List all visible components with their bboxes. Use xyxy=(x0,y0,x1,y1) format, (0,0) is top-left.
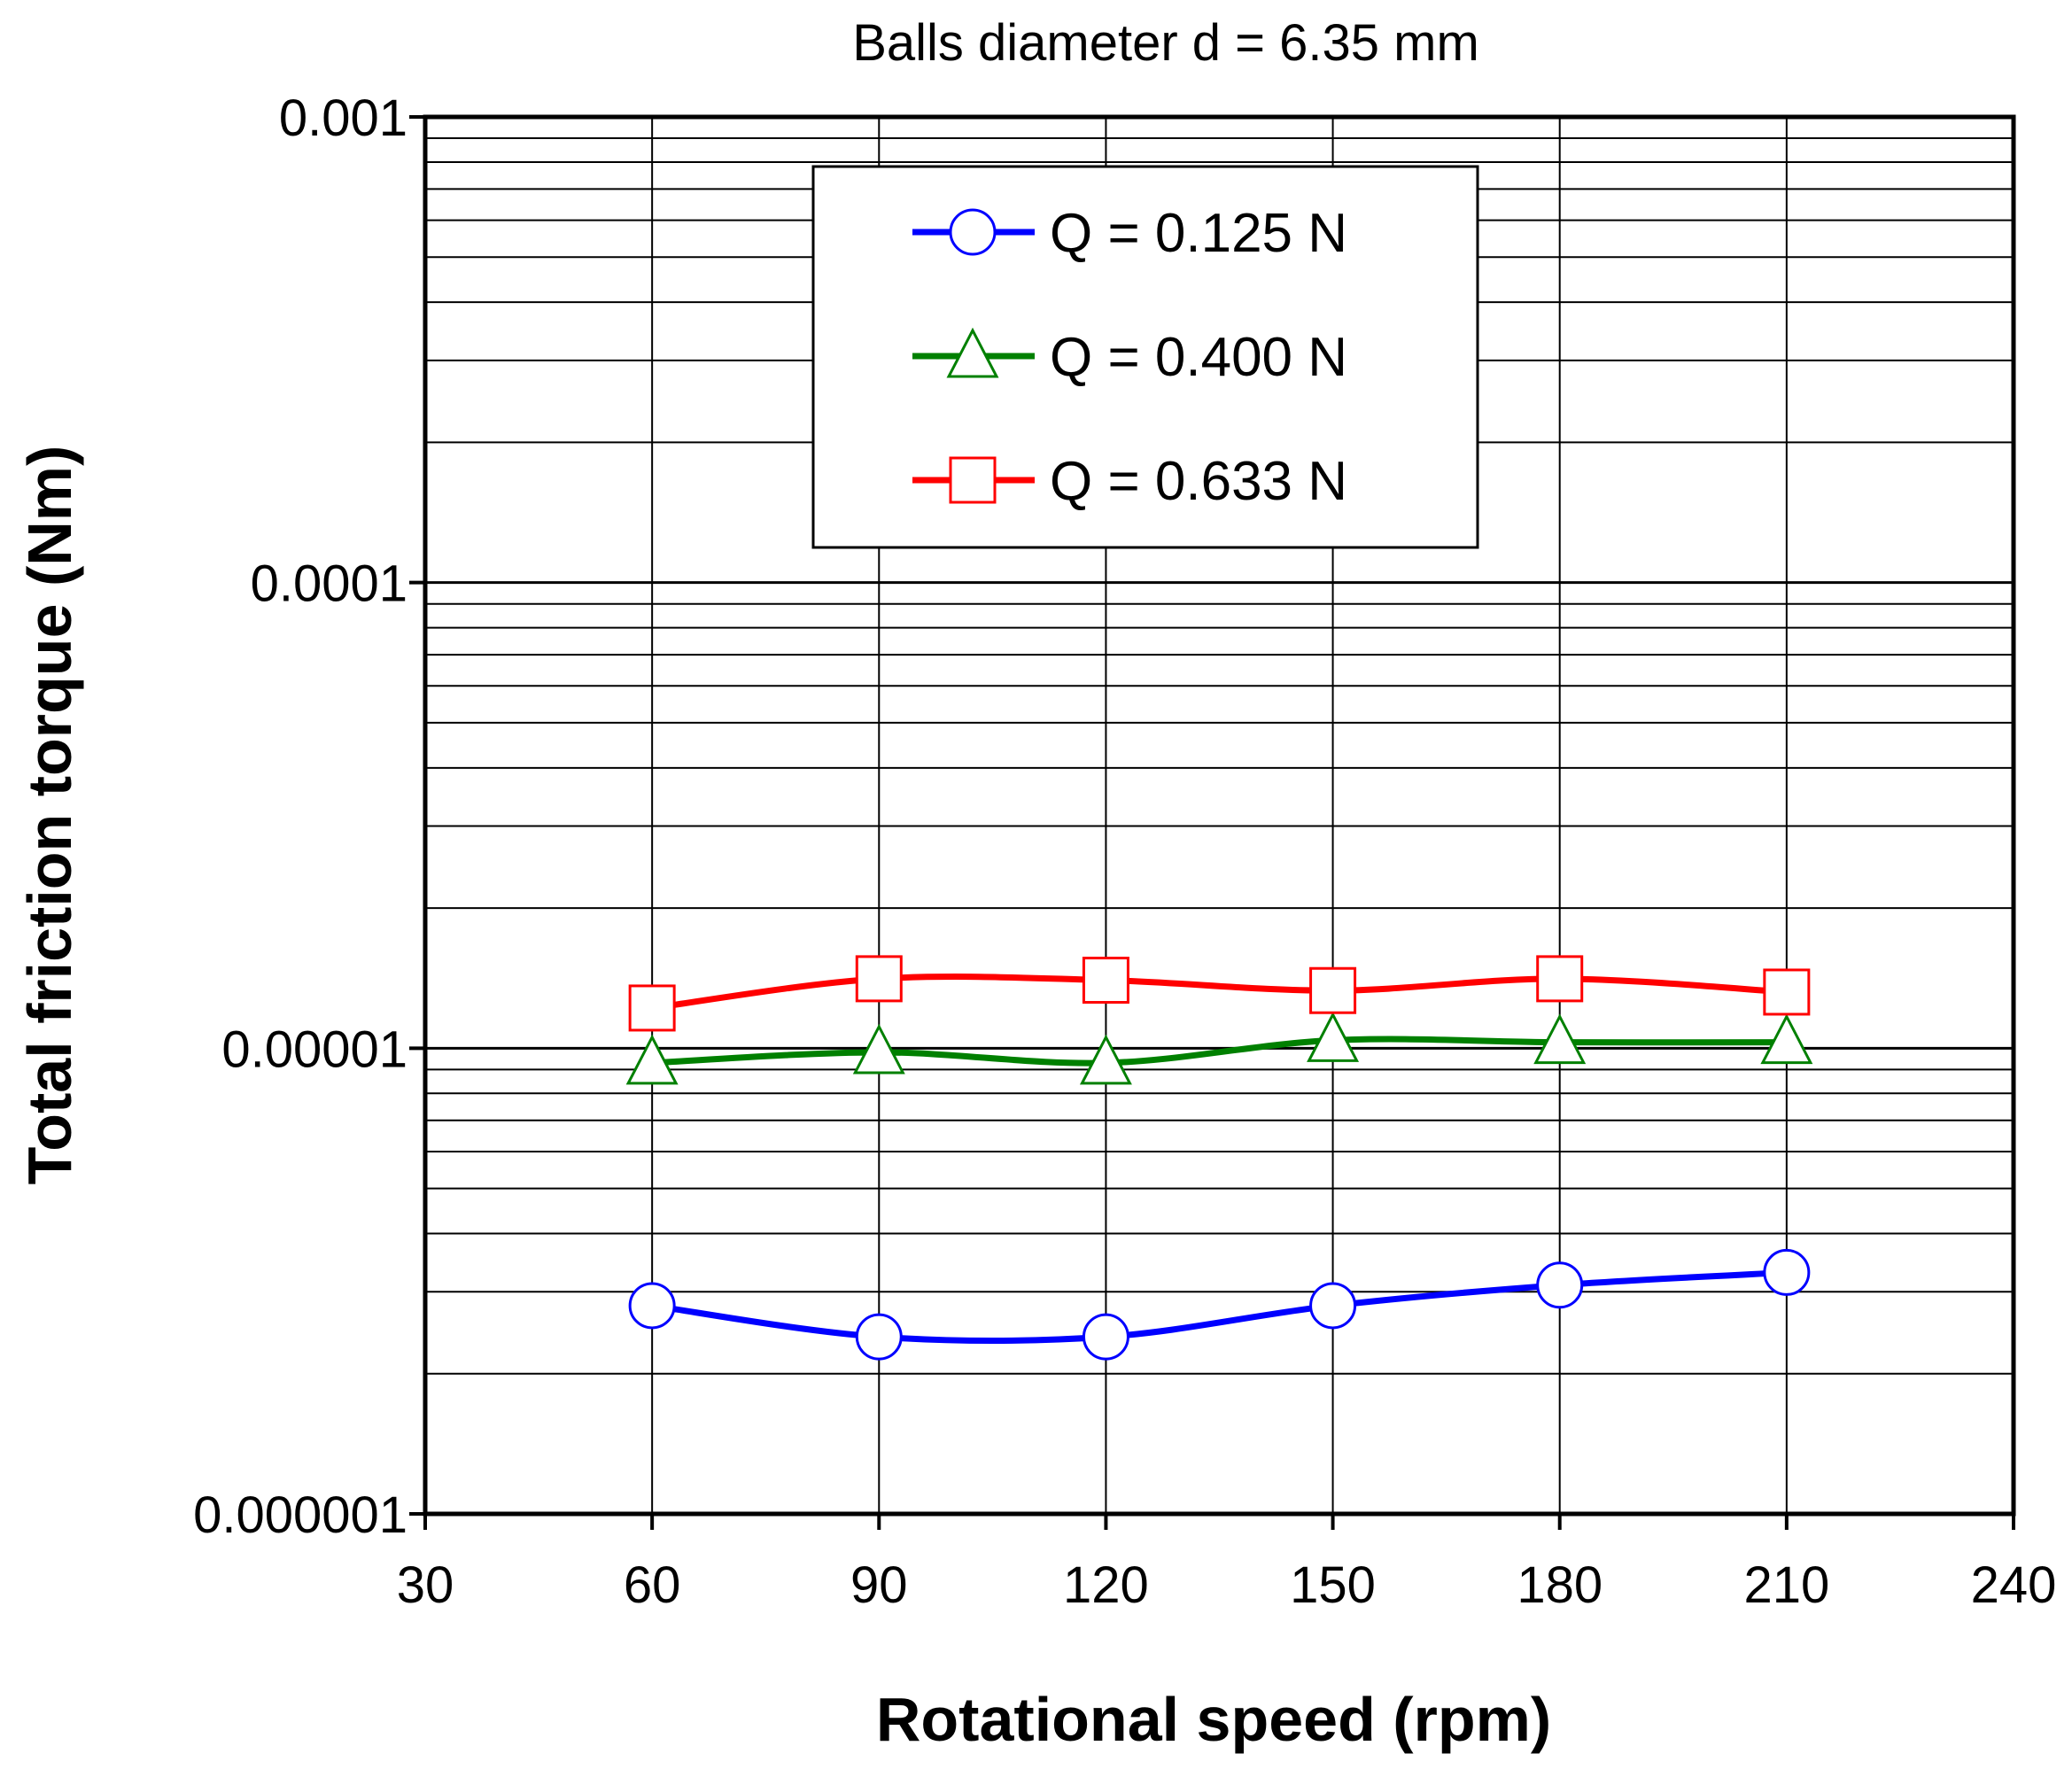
series-line xyxy=(651,1036,1787,1067)
legend-item: Q = 0.400 N xyxy=(912,327,1347,388)
chart-title: Balls diameter d = 6.35 mm xyxy=(852,14,1479,72)
x-axis-label: Rotational speed (rpm) xyxy=(876,1685,1551,1754)
plot-frame xyxy=(423,114,2016,1517)
legend-label: Q = 0.400 N xyxy=(1050,327,1347,388)
x-tick-label: 210 xyxy=(1743,1556,1829,1614)
data-point-square xyxy=(855,955,903,1003)
x-tick-label: 60 xyxy=(624,1556,681,1614)
legend-marker-triangle xyxy=(946,327,999,378)
data-point-square xyxy=(1082,957,1129,1005)
y-tick-label: 0.001 xyxy=(279,89,407,147)
y-tick-label: 0.000001 xyxy=(193,1486,407,1544)
data-point-circle xyxy=(1763,1248,1811,1296)
legend-items: Q = 0.125 N Q = 0.400 N Q = 0.633 N xyxy=(912,203,1347,512)
tick-layer: 30 60 90 120 150 180 210 240 0.001 0.0001 0.00001 0… xyxy=(193,89,2056,1614)
legend-marker-circle xyxy=(949,208,997,256)
x-tick-label: 120 xyxy=(1063,1556,1149,1614)
data-point-square xyxy=(1536,955,1584,1003)
legend-marker-square xyxy=(949,456,997,504)
y-axis-label: Total friction torque (Nm) xyxy=(15,446,84,1185)
data-point-triangle xyxy=(1079,1034,1132,1085)
data-point-circle xyxy=(1536,1261,1584,1309)
series-layer xyxy=(625,955,1813,1361)
legend: Q = 0.125 N Q = 0.400 N Q = 0.633 N xyxy=(811,165,1479,549)
series-line xyxy=(651,974,1788,1012)
data-point-square xyxy=(1763,968,1811,1016)
data-point-triangle xyxy=(1307,1012,1360,1062)
x-tick-label: 90 xyxy=(850,1556,908,1614)
data-point-square xyxy=(1309,966,1357,1014)
series-2 xyxy=(625,1012,1813,1085)
data-point-circle xyxy=(1309,1282,1357,1330)
y-tick-label: 0.00001 xyxy=(221,1020,407,1078)
data-point-circle xyxy=(855,1313,903,1361)
data-point-square xyxy=(628,984,676,1032)
data-point-triangle xyxy=(852,1023,905,1075)
series-line xyxy=(651,1269,1788,1345)
data-point-triangle xyxy=(625,1034,679,1085)
series-3 xyxy=(628,955,1811,1032)
data-point-triangle xyxy=(1760,1013,1813,1065)
data-point-triangle xyxy=(1533,1013,1587,1065)
legend-item: Q = 0.633 N xyxy=(912,451,1347,512)
x-tick-label: 240 xyxy=(1971,1556,2057,1614)
data-point-circle xyxy=(628,1282,676,1330)
data-point-circle xyxy=(1082,1313,1129,1361)
x-tick-label: 30 xyxy=(397,1556,454,1614)
x-tick-label: 150 xyxy=(1290,1556,1376,1614)
x-tick-label: 180 xyxy=(1517,1556,1603,1614)
legend-label: Q = 0.125 N xyxy=(1050,203,1347,264)
legend-item: Q = 0.125 N xyxy=(912,203,1347,264)
series-1 xyxy=(628,1248,1811,1361)
y-tick-label: 0.0001 xyxy=(251,555,407,613)
legend-label: Q = 0.633 N xyxy=(1050,451,1347,512)
